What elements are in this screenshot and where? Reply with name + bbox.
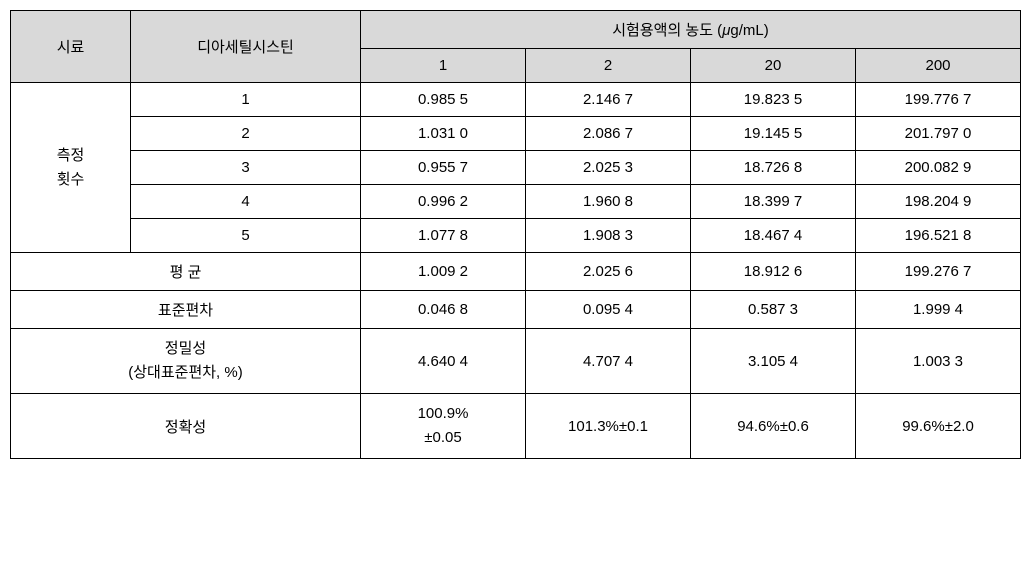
data-cell: 100.9%±0.05 — [361, 394, 526, 459]
data-cell: 4.707 4 — [526, 329, 691, 394]
summary-row-mean: 평 균 1.009 2 2.025 6 18.912 6 199.276 7 — [11, 253, 1021, 291]
row-label: 3 — [131, 151, 361, 185]
table-row: 5 1.077 8 1.908 3 18.467 4 196.521 8 — [11, 219, 1021, 253]
data-cell: 0.955 7 — [361, 151, 526, 185]
data-cell: 0.046 8 — [361, 291, 526, 329]
data-cell: 199.776 7 — [856, 83, 1021, 117]
summary-label-stddev: 표준편차 — [11, 291, 361, 329]
data-cell: 19.823 5 — [691, 83, 856, 117]
data-cell: 2.086 7 — [526, 117, 691, 151]
header-concentration: 시험용액의 농도 (μg/mL) — [361, 11, 1021, 49]
data-cell: 199.276 7 — [856, 253, 1021, 291]
row-label: 2 — [131, 117, 361, 151]
data-cell: 0.095 4 — [526, 291, 691, 329]
summary-row-stddev: 표준편차 0.046 8 0.095 4 0.587 3 1.999 4 — [11, 291, 1021, 329]
summary-label-mean: 평 균 — [11, 253, 361, 291]
table-header-row-1: 시료 디아세틸시스틴 시험용액의 농도 (μg/mL) — [11, 11, 1021, 49]
header-conc-1: 1 — [361, 49, 526, 83]
data-cell: 0.985 5 — [361, 83, 526, 117]
data-table: 시료 디아세틸시스틴 시험용액의 농도 (μg/mL) 1 2 20 200 측… — [10, 10, 1021, 459]
data-cell: 3.105 4 — [691, 329, 856, 394]
data-cell: 201.797 0 — [856, 117, 1021, 151]
data-cell: 18.467 4 — [691, 219, 856, 253]
data-cell: 4.640 4 — [361, 329, 526, 394]
row-label: 4 — [131, 185, 361, 219]
data-cell: 1.999 4 — [856, 291, 1021, 329]
data-cell: 94.6%±0.6 — [691, 394, 856, 459]
data-cell: 1.003 3 — [856, 329, 1021, 394]
table-row: 4 0.996 2 1.960 8 18.399 7 198.204 9 — [11, 185, 1021, 219]
data-cell: 200.082 9 — [856, 151, 1021, 185]
data-cell: 2.025 6 — [526, 253, 691, 291]
data-cell: 1.009 2 — [361, 253, 526, 291]
row-label: 1 — [131, 83, 361, 117]
data-cell: 1.960 8 — [526, 185, 691, 219]
header-conc-200: 200 — [856, 49, 1021, 83]
data-cell: 18.399 7 — [691, 185, 856, 219]
data-cell: 19.145 5 — [691, 117, 856, 151]
data-cell: 101.3%±0.1 — [526, 394, 691, 459]
header-sample: 시료 — [11, 11, 131, 83]
measurement-count-label: 측정횟수 — [11, 83, 131, 253]
header-conc-2: 2 — [526, 49, 691, 83]
table-row: 3 0.955 7 2.025 3 18.726 8 200.082 9 — [11, 151, 1021, 185]
data-cell: 2.146 7 — [526, 83, 691, 117]
table-row: 2 1.031 0 2.086 7 19.145 5 201.797 0 — [11, 117, 1021, 151]
data-cell: 1.908 3 — [526, 219, 691, 253]
data-cell: 0.996 2 — [361, 185, 526, 219]
data-cell: 198.204 9 — [856, 185, 1021, 219]
table-row: 측정횟수 1 0.985 5 2.146 7 19.823 5 199.776 … — [11, 83, 1021, 117]
header-diacetyl: 디아세틸시스틴 — [131, 11, 361, 83]
data-cell: 1.077 8 — [361, 219, 526, 253]
concentration-title-prefix: 시험용액의 농도 ( — [612, 22, 722, 39]
data-cell: 2.025 3 — [526, 151, 691, 185]
summary-label-accuracy: 정확성 — [11, 394, 361, 459]
row-label: 5 — [131, 219, 361, 253]
summary-row-precision: 정밀성(상대표준편차, %) 4.640 4 4.707 4 3.105 4 1… — [11, 329, 1021, 394]
data-cell: 196.521 8 — [856, 219, 1021, 253]
data-cell: 1.031 0 — [361, 117, 526, 151]
data-cell: 18.912 6 — [691, 253, 856, 291]
data-cell: 18.726 8 — [691, 151, 856, 185]
data-cell: 99.6%±2.0 — [856, 394, 1021, 459]
header-conc-20: 20 — [691, 49, 856, 83]
summary-row-accuracy: 정확성 100.9%±0.05 101.3%±0.1 94.6%±0.6 99.… — [11, 394, 1021, 459]
summary-label-precision: 정밀성(상대표준편차, %) — [11, 329, 361, 394]
concentration-title-suffix: g/mL) — [730, 22, 768, 39]
data-cell: 0.587 3 — [691, 291, 856, 329]
